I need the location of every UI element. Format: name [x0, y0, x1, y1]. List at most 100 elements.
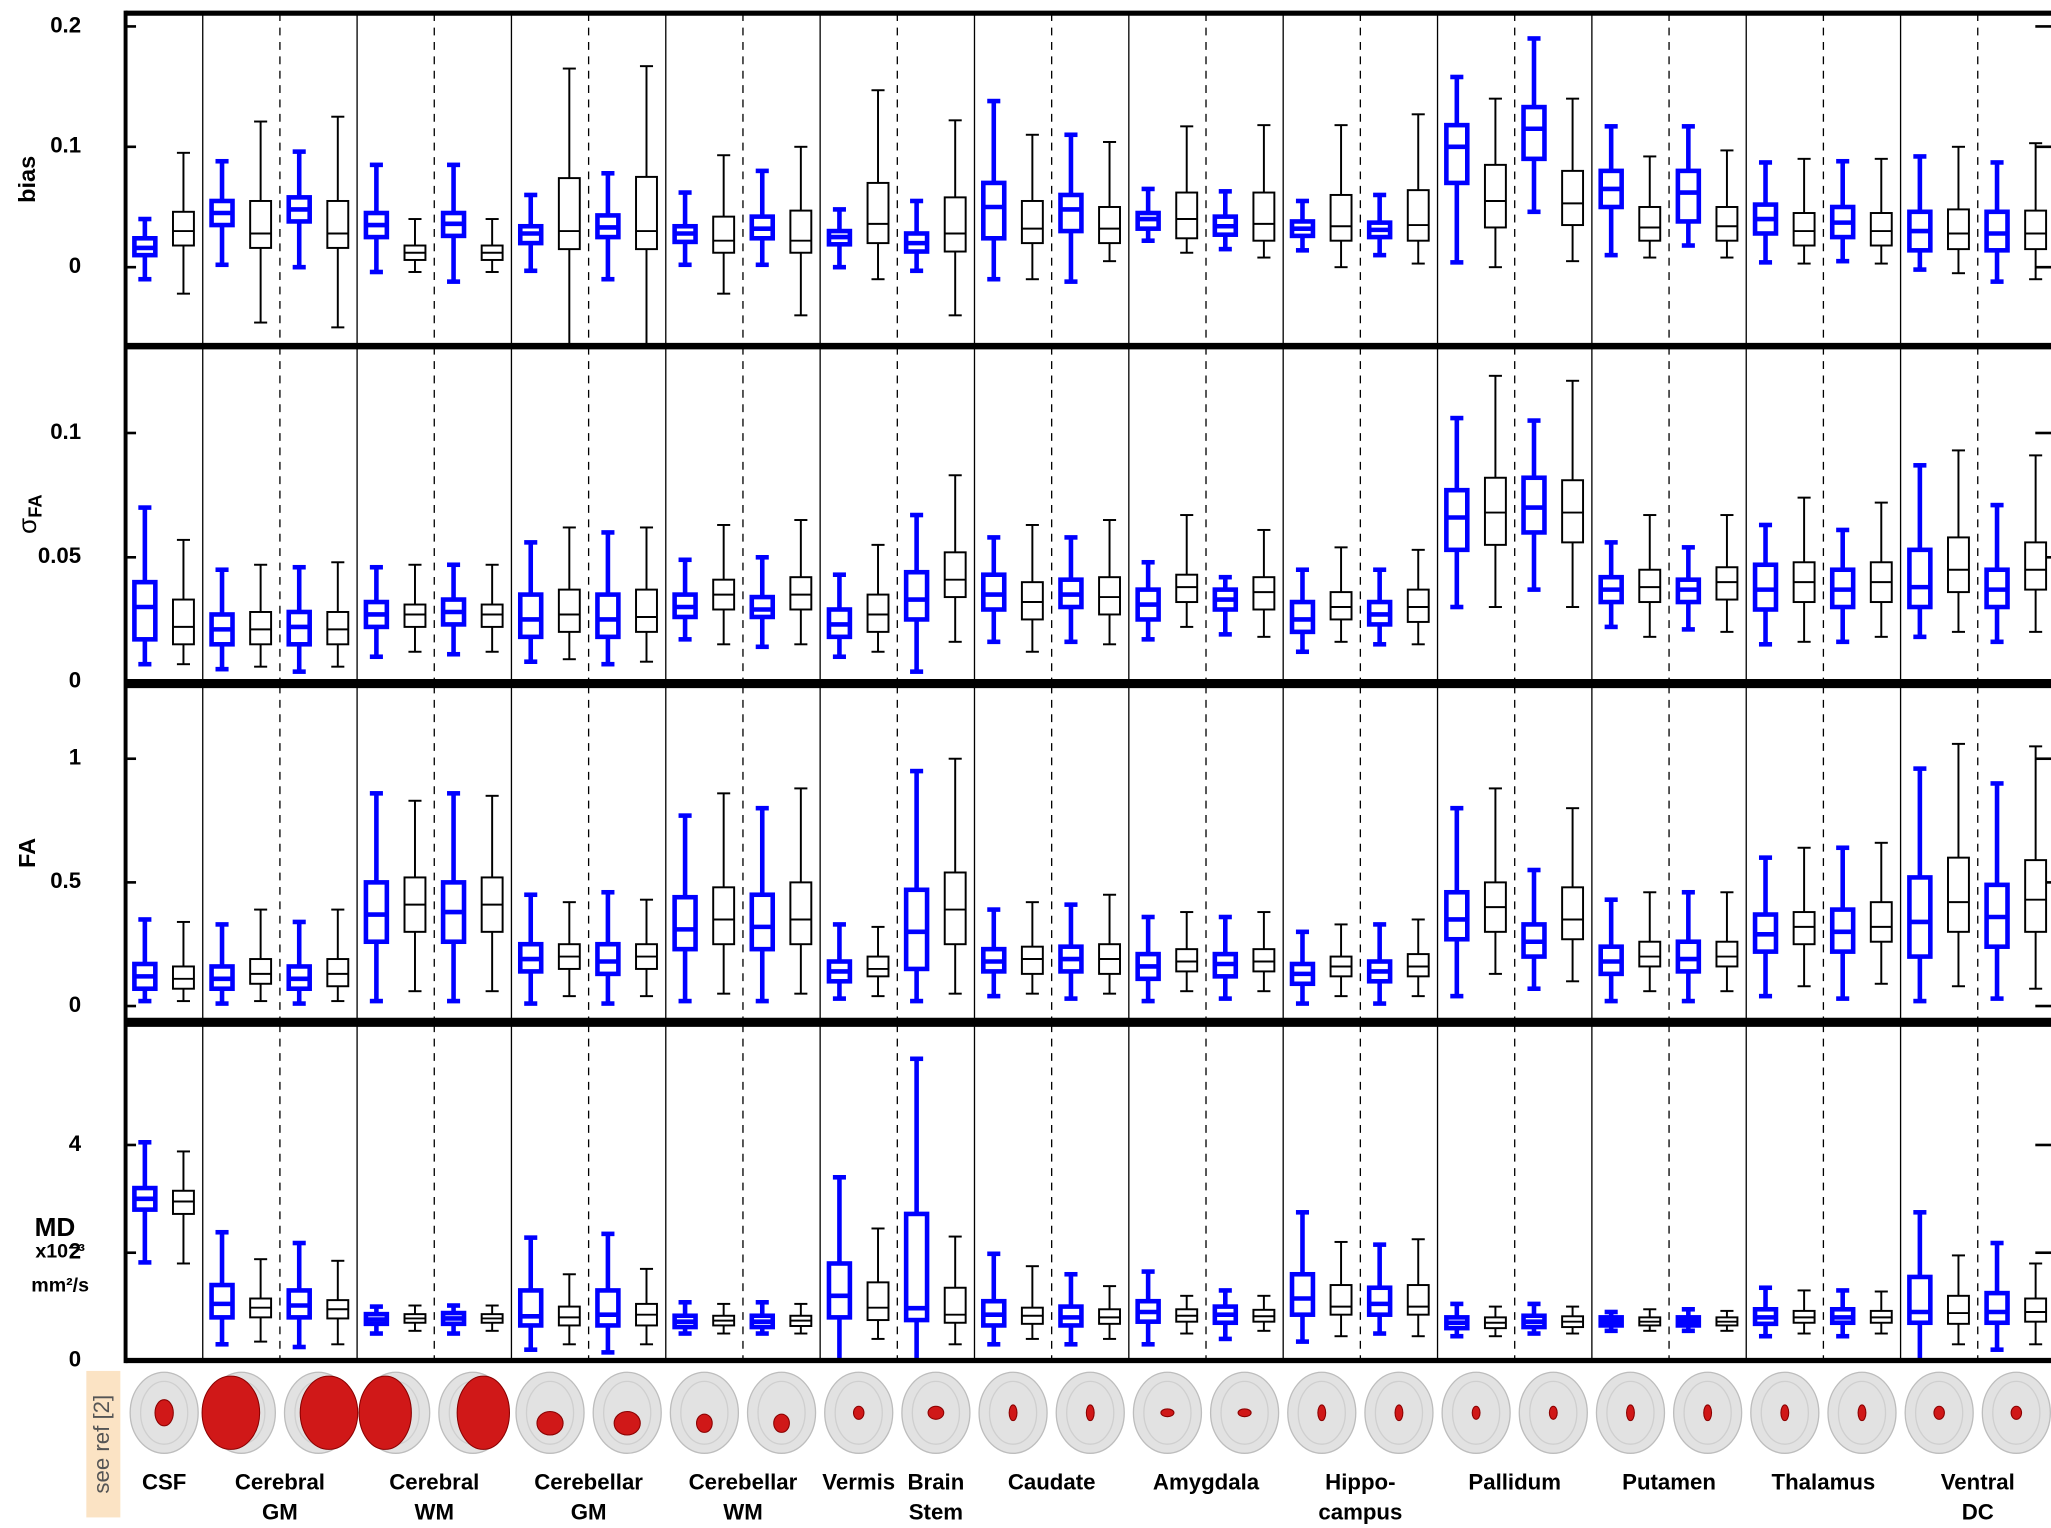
brain-inner — [1760, 1380, 1810, 1445]
box — [712, 886, 736, 946]
box-plot — [1058, 1271, 1084, 1347]
box-plot — [1483, 1305, 1507, 1338]
box-plot — [1984, 781, 2010, 1001]
category-label: Putamen — [1622, 1469, 1716, 1494]
box-plot — [943, 119, 967, 317]
category-label: Caudate — [1008, 1469, 1096, 1494]
box-plot — [1752, 855, 1779, 999]
brain-inner — [988, 1380, 1038, 1445]
box-plot — [1366, 567, 1393, 647]
box-plot — [749, 805, 776, 1004]
box-plot — [249, 563, 273, 668]
box-plot — [172, 151, 195, 295]
y-tick-label: 0.2 — [50, 12, 81, 37]
box-plot — [440, 162, 467, 284]
box — [1869, 212, 1893, 247]
box-plot — [1212, 914, 1239, 1001]
box-plot — [672, 813, 698, 1004]
box-plot — [1020, 133, 1044, 281]
box — [249, 958, 273, 985]
y-tick-label: 0.05 — [38, 543, 81, 568]
box-plot — [749, 1299, 776, 1336]
box — [1675, 939, 1702, 974]
brain-inner — [1683, 1380, 1732, 1445]
box-plot — [1598, 897, 1624, 1004]
box — [943, 871, 967, 946]
box-plot — [1289, 567, 1316, 655]
box-plot — [1521, 418, 1547, 592]
y-axis-label: x10⁻³ — [35, 1241, 85, 1263]
box-plot — [1907, 766, 1933, 1004]
box — [2024, 541, 2048, 591]
box — [1483, 163, 1507, 229]
box — [1907, 875, 1933, 959]
box — [1020, 581, 1044, 621]
box — [1675, 168, 1702, 224]
box-plot — [866, 925, 890, 998]
y-tick-label: 1 — [69, 745, 81, 770]
box-plot — [1483, 787, 1507, 975]
box-plot — [1058, 902, 1084, 1001]
box — [1561, 169, 1585, 227]
box — [595, 941, 621, 977]
structure — [536, 1410, 564, 1436]
box-plot — [635, 526, 658, 663]
box-plot — [1792, 496, 1816, 643]
box — [132, 579, 158, 642]
box-plot — [1829, 158, 1856, 264]
box — [1792, 911, 1816, 946]
box-plot — [1289, 929, 1316, 1006]
box-plot — [635, 1267, 658, 1346]
category-label: Cerebral — [389, 1469, 479, 1494]
box — [1947, 208, 1970, 251]
box-plot — [1020, 523, 1044, 653]
structure — [1471, 1405, 1481, 1420]
box — [672, 894, 698, 952]
category-label: campus — [1318, 1499, 1402, 1524]
category-label: WM — [723, 1499, 762, 1524]
box-plot — [712, 1302, 736, 1335]
box — [326, 199, 350, 249]
box — [2024, 1297, 2048, 1323]
category-label: Stem — [909, 1499, 963, 1524]
category-label: WM — [415, 1499, 454, 1524]
box — [1521, 475, 1547, 535]
category-label: Brain — [908, 1469, 965, 1494]
brain-inner — [139, 1380, 189, 1445]
box-plot — [172, 1150, 195, 1265]
box-plot — [1715, 514, 1739, 633]
box-plot — [1098, 893, 1121, 995]
box-plot — [1175, 1294, 1199, 1335]
box — [1175, 948, 1199, 973]
box-plot — [672, 190, 698, 268]
box-plot — [557, 67, 581, 346]
box-plot — [1675, 889, 1702, 1004]
box-plot — [1829, 1288, 1856, 1339]
box-plot — [517, 540, 544, 664]
box — [1444, 889, 1470, 942]
box-plot — [635, 898, 658, 998]
box-plot — [789, 145, 813, 317]
structure — [1626, 1404, 1635, 1422]
box-plot — [826, 922, 853, 1001]
box-plot — [132, 505, 158, 667]
y-axis-label: FA — [14, 838, 40, 868]
box-plot — [1561, 379, 1585, 608]
box — [1329, 1284, 1353, 1316]
box-plot — [1406, 113, 1430, 265]
box-plot — [826, 207, 853, 270]
box-plot — [557, 901, 581, 998]
box-plot — [789, 519, 813, 646]
structure — [154, 1399, 174, 1427]
box-plot — [1907, 1210, 1933, 1363]
box-plot — [1252, 528, 1276, 638]
box-plot — [1444, 805, 1470, 999]
box — [1020, 199, 1044, 245]
box-plot — [866, 543, 890, 653]
structure — [1317, 1404, 1327, 1422]
brain-inner — [757, 1380, 806, 1445]
box — [1947, 1294, 1970, 1325]
box-plot — [132, 216, 158, 282]
box-plot — [635, 65, 658, 346]
box — [1638, 940, 1662, 968]
